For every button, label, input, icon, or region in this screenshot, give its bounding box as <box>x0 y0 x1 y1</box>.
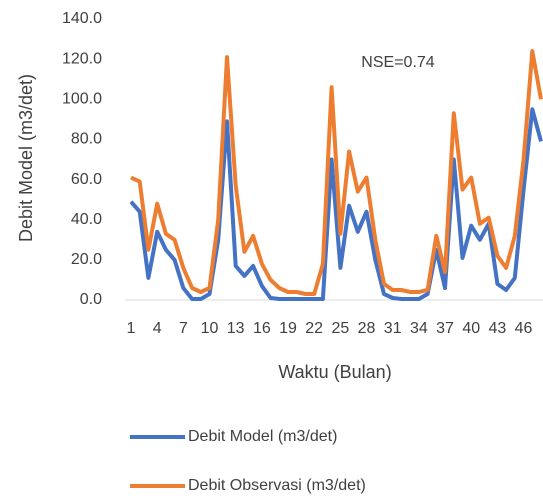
x-tick-label: 4 <box>153 320 162 337</box>
y-tick-label: 40.0 <box>71 211 102 228</box>
x-tick-label: 10 <box>201 320 219 337</box>
series-line <box>130 49 543 296</box>
series-line <box>129 107 543 301</box>
x-tick-label: 34 <box>410 320 428 337</box>
y-tick-label: 120.0 <box>62 50 102 67</box>
y-axis-label: Debit Model (m3/det) <box>16 74 36 242</box>
annotation: NSE=0.74 <box>361 54 434 71</box>
x-tick-label: 25 <box>331 320 349 337</box>
x-tick-label: 16 <box>253 320 271 337</box>
y-tick-label: 100.0 <box>62 91 102 108</box>
y-tick-label: 80.0 <box>71 131 102 148</box>
x-tick-label: 43 <box>488 320 506 337</box>
x-tick-label: 1 <box>127 320 136 337</box>
y-tick-label: 60.0 <box>71 171 102 188</box>
y-tick-label: 0.0 <box>80 291 102 308</box>
x-tick-label: 22 <box>305 320 323 337</box>
x-tick-label: 31 <box>384 320 402 337</box>
x-tick-label: 46 <box>515 320 533 337</box>
x-tick-label: 7 <box>179 320 188 337</box>
y-tick-label: 140.0 <box>62 10 102 27</box>
x-axis-label: Waktu (Bulan) <box>278 362 391 382</box>
x-tick-label: 28 <box>358 320 376 337</box>
x-tick-label: 13 <box>227 320 245 337</box>
x-tick-label: 37 <box>436 320 454 337</box>
x-tick-label: 19 <box>279 320 297 337</box>
legend-label: Debit Model (m3/det) <box>188 428 337 445</box>
x-tick-label: 40 <box>462 320 480 337</box>
y-tick-label: 20.0 <box>71 251 102 268</box>
legend-label: Debit Observasi (m3/det) <box>188 477 366 494</box>
